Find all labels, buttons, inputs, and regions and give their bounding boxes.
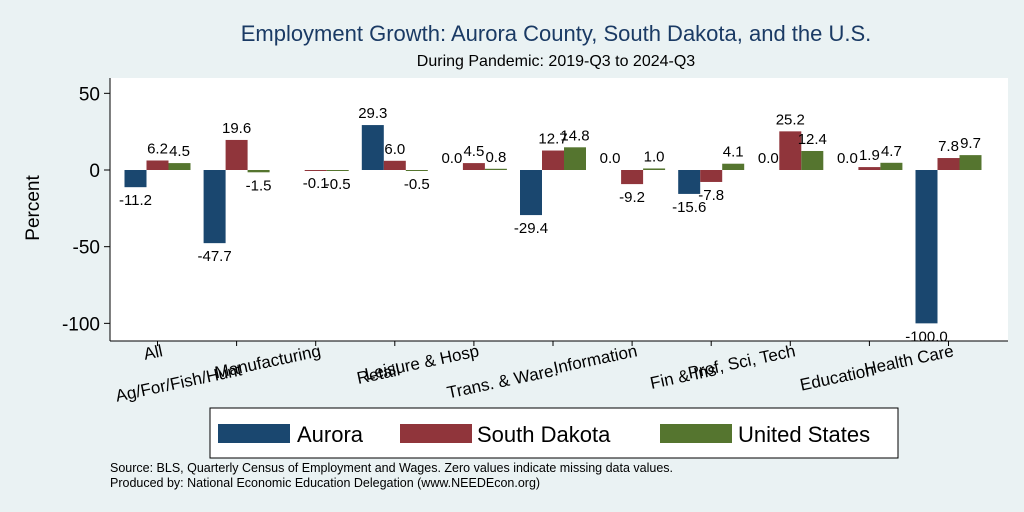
- x-tick-label: Leisure & Hosp: [363, 341, 481, 384]
- data-label: 4.1: [723, 144, 744, 161]
- bar-south-dakota: [858, 167, 881, 170]
- y-axis: 50 0 -50 -100: [62, 78, 111, 341]
- data-label: -29.4: [514, 220, 548, 237]
- data-label: -47.7: [197, 248, 231, 265]
- chart-subtitle: During Pandemic: 2019-Q3 to 2024-Q3: [417, 53, 695, 70]
- y-tick-label: -50: [73, 238, 100, 259]
- bar-united-states: [959, 155, 982, 170]
- bar-aurora: [520, 170, 542, 216]
- bar-south-dakota: [937, 158, 960, 170]
- data-label: 6.0: [384, 141, 405, 158]
- data-label: 0.0: [441, 150, 462, 167]
- bar-south-dakota: [462, 163, 485, 170]
- bar-south-dakota: [779, 131, 802, 170]
- bar-aurora: [915, 170, 938, 324]
- bar-aurora: [203, 170, 226, 244]
- data-label: 14.8: [560, 127, 589, 144]
- data-label: -0.1: [303, 175, 329, 192]
- legend-swatch-south-dakota: [400, 424, 472, 443]
- bar-south-dakota: [383, 160, 406, 170]
- legend-label-south-dakota: South Dakota: [477, 422, 611, 447]
- data-label: -1.5: [246, 177, 272, 194]
- y-tick-label: 50: [79, 84, 100, 105]
- bar-united-states: [801, 150, 824, 170]
- bar-south-dakota: [542, 150, 564, 170]
- data-label: 0.0: [837, 150, 858, 167]
- y-tick-label: 0: [89, 161, 100, 182]
- data-label: 7.8: [938, 138, 959, 155]
- bar-united-states: [484, 168, 507, 170]
- chart-title: Employment Growth: Aurora County, South …: [241, 21, 872, 46]
- data-label: 9.7: [960, 135, 981, 152]
- data-label: 0.8: [485, 149, 506, 166]
- data-label: 0.0: [600, 150, 621, 167]
- bar-aurora: [361, 125, 384, 170]
- data-label: -0.5: [404, 176, 430, 193]
- bar-united-states: [247, 170, 270, 173]
- legend-swatch-united-states: [660, 424, 732, 443]
- legend-box: [209, 407, 899, 459]
- bar-united-states: [168, 163, 191, 170]
- bar-united-states: [880, 162, 903, 170]
- data-label: 1.9: [859, 147, 880, 164]
- data-label: 29.3: [358, 105, 387, 122]
- bar-south-dakota: [700, 170, 723, 182]
- x-tick-label: Manufacturing: [213, 341, 322, 382]
- data-label: 4.5: [169, 143, 190, 160]
- data-label: 1.0: [644, 148, 665, 165]
- bar-united-states: [643, 168, 666, 170]
- data-label: 19.6: [222, 120, 251, 137]
- data-label: 0.0: [758, 150, 779, 167]
- y-axis-label: Percent: [23, 175, 44, 241]
- legend: Aurora South Dakota United States: [209, 407, 899, 459]
- data-label: 4.5: [463, 143, 484, 160]
- data-label: 6.2: [147, 140, 168, 157]
- x-tick-label: All: [142, 341, 164, 364]
- data-label: 25.2: [776, 111, 805, 128]
- data-label: -15.6: [672, 199, 706, 216]
- bar-united-states: [722, 163, 745, 170]
- legend-label-aurora: Aurora: [297, 422, 364, 447]
- producer-note: Produced by: National Economic Education…: [110, 476, 540, 490]
- data-label: -9.2: [619, 189, 645, 206]
- legend-label-united-states: United States: [738, 422, 870, 447]
- source-note: Source: BLS, Quarterly Census of Employm…: [110, 461, 673, 475]
- bar-aurora: [124, 170, 147, 188]
- bar-aurora: [678, 170, 701, 194]
- x-tick-label: Trans. & Ware.: [445, 360, 560, 402]
- data-label: -0.5: [325, 176, 351, 193]
- bar-united-states: [564, 147, 586, 170]
- bar-south-dakota: [304, 170, 327, 171]
- bar-united-states: [405, 170, 428, 171]
- bar-united-states: [326, 170, 349, 171]
- legend-swatch-aurora: [218, 424, 290, 443]
- bar-south-dakota: [225, 139, 248, 170]
- plot-area: [110, 78, 1008, 341]
- data-label: -7.8: [698, 187, 724, 204]
- x-tick-label: Information: [552, 341, 639, 377]
- data-label: 12.4: [798, 131, 827, 148]
- data-label: 12.7: [538, 131, 567, 148]
- bars-group: [124, 125, 982, 324]
- data-label: 4.7: [881, 143, 902, 160]
- bar-south-dakota: [621, 170, 644, 185]
- bar-south-dakota: [146, 160, 169, 170]
- data-labels-group: -11.26.2 4.5-47.719.6-1.5 -0.1-0.529.36.0-…: [119, 105, 981, 345]
- data-label: -11.2: [119, 192, 152, 209]
- x-tick-label: Prof, Sci, Tech: [686, 341, 797, 382]
- x-tick-label: Health Care: [863, 341, 956, 378]
- y-tick-label: -100: [62, 314, 100, 335]
